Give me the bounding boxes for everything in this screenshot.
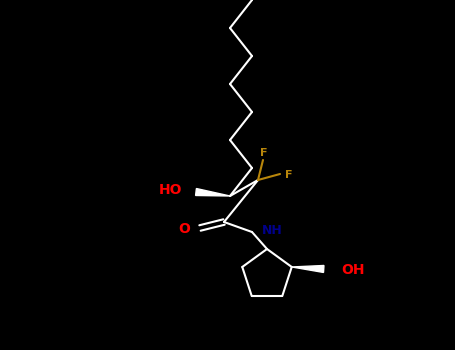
Text: F: F	[260, 148, 268, 158]
Polygon shape	[196, 189, 230, 196]
Text: F: F	[285, 170, 293, 180]
Polygon shape	[292, 265, 324, 272]
Text: OH: OH	[342, 263, 365, 277]
Text: HO: HO	[158, 183, 182, 197]
Text: NH: NH	[262, 224, 283, 238]
Text: O: O	[178, 222, 190, 236]
